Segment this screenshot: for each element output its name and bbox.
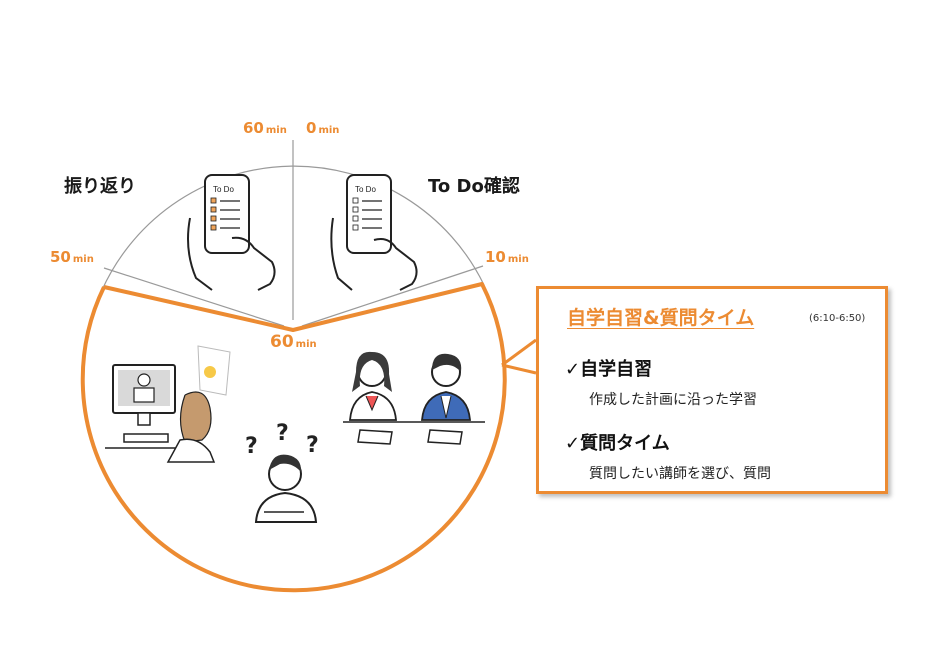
unit: min	[507, 254, 529, 265]
callout-connector-lower	[501, 363, 537, 375]
value: 60	[243, 119, 264, 137]
item-question-time-heading: ✓質問タイム	[565, 433, 670, 454]
divider-left	[103, 267, 285, 327]
label-0min-top: 0 min	[306, 118, 339, 137]
callout-time: (6:10-6:50)	[809, 313, 866, 324]
callout-connector	[501, 338, 537, 367]
value: 50	[50, 248, 71, 266]
phone-checklist-icon-right: To Do	[330, 174, 418, 291]
studying-students-illustration	[343, 351, 485, 445]
phone-checklist-icon-left: To Do	[187, 174, 276, 291]
unit: min	[72, 254, 94, 265]
phone-left-text: To Do	[213, 185, 234, 194]
segment-title-todo: To Do確認	[428, 176, 520, 197]
segment-title-review: 振り返り	[64, 176, 136, 197]
value: 0	[306, 119, 317, 137]
divider-right	[301, 265, 484, 327]
callout-title: 自学自習&質問タイム	[567, 307, 755, 329]
unit: min	[265, 125, 287, 136]
unit: min	[318, 125, 340, 136]
svg-text:?: ?	[245, 434, 258, 459]
unit: min	[295, 339, 317, 350]
confused-student-illustration: ? ? ?	[245, 421, 319, 523]
value: 10	[485, 248, 506, 266]
item-question-time-description: 質問したい講師を選び、質問	[589, 466, 771, 482]
item-self-study-heading: ✓自学自習	[565, 359, 653, 380]
svg-text:?: ?	[276, 421, 289, 446]
value: 60	[270, 332, 294, 352]
study-time-callout: 自学自習&質問タイム (6:10-6:50) ✓自学自習 作成した計画に沿った学…	[536, 286, 888, 494]
label-60min-top: 60 min	[243, 118, 287, 137]
svg-text:?: ?	[306, 433, 319, 458]
item-self-study-description: 作成した計画に沿った学習	[589, 392, 757, 408]
study-sector-outline	[80, 282, 507, 593]
phone-right-text: To Do	[355, 185, 376, 194]
label-50min: 50 min	[50, 247, 94, 266]
online-lesson-illustration	[105, 345, 231, 463]
upper-circle-outline	[101, 165, 485, 291]
label-60min-center: 60 min	[270, 332, 317, 352]
label-10min: 10 min	[485, 247, 529, 266]
